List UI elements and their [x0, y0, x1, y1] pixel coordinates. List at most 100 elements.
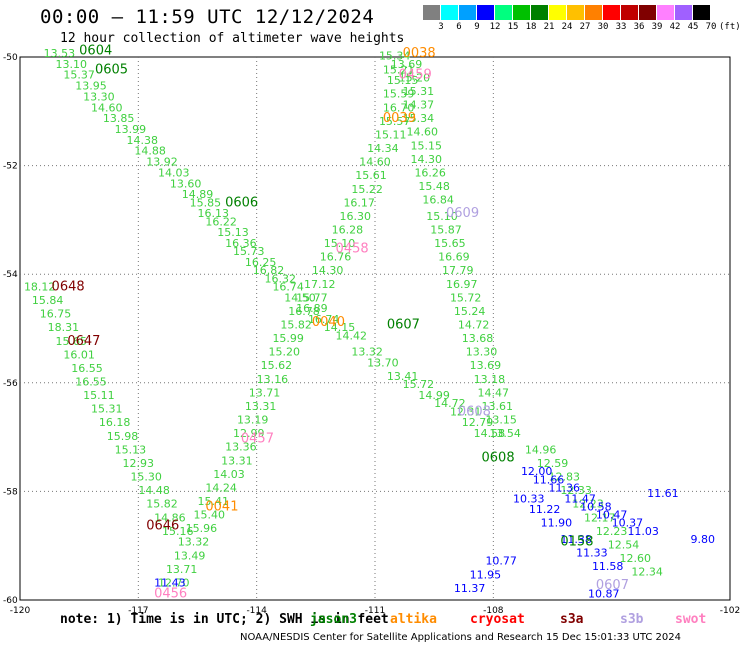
colorbar-label: 15: [507, 22, 519, 32]
wave-height-value: 13.41: [387, 370, 419, 383]
track-time-label: 0606: [225, 195, 258, 210]
wave-height-value: 16.89: [296, 302, 328, 315]
wave-height-value: 18.31: [48, 321, 80, 334]
wave-height-value: 13.18: [474, 373, 506, 386]
colorbar-cell: [693, 5, 711, 20]
wave-height-value: 11.22: [529, 503, 561, 516]
x-tick-label: -120: [10, 606, 31, 616]
wave-height-value: 9.80: [691, 533, 716, 546]
wave-height-value: 12.79: [462, 416, 494, 429]
wave-height-value: 16.82: [253, 264, 285, 277]
track-time-label: 0608: [482, 451, 515, 466]
wave-height-value: 11.95: [470, 568, 502, 581]
wave-height-value: 15.13: [217, 226, 249, 239]
wave-height-value: 15.98: [107, 430, 138, 443]
x-tick-label: -102: [720, 606, 740, 616]
wave-height-value: 13.70: [367, 357, 399, 370]
track-time-label: 0457: [241, 432, 274, 447]
wave-height-value: 15.72: [450, 291, 482, 304]
wave-height-value: 14.30: [312, 264, 344, 277]
wave-height-value: 11.90: [541, 517, 573, 530]
wave-height-value: 16.01: [63, 348, 94, 361]
wave-height-value: 15.20: [399, 71, 431, 84]
track-time-label: 0039: [383, 111, 416, 126]
wave-height-value: 15.11: [375, 128, 407, 141]
wave-height-value: 14.72: [434, 397, 466, 410]
wave-height-value: 15.20: [269, 346, 301, 359]
colorbar-label: 70: [705, 22, 717, 32]
colorbar-label: 45: [687, 22, 699, 32]
track-time-label: 0458: [336, 241, 369, 256]
wave-height-value: 13.30: [466, 346, 498, 359]
y-tick-label: -56: [3, 379, 18, 389]
wave-height-value: 15.21: [383, 63, 415, 76]
wave-height-value: 15.16: [162, 525, 194, 538]
wave-height-value: 16.30: [340, 210, 372, 223]
wave-height-value: 15.41: [198, 495, 230, 508]
track-time-label: 0646: [146, 518, 179, 533]
wave-height-value: 14.38: [127, 134, 159, 147]
colorbar-cell: [585, 5, 603, 20]
colorbar-cell: [675, 5, 693, 20]
wave-height-value: 16.32: [265, 272, 297, 285]
wave-height-value: 16.69: [438, 251, 470, 264]
colorbar-label: 30: [597, 22, 609, 32]
wave-height-value: 15.11: [83, 389, 115, 402]
colorbar-cell: [567, 5, 585, 20]
satellite-legend-jason3: jason3: [310, 612, 357, 627]
wave-height-value: 16.84: [422, 194, 454, 207]
wave-height-value: 13.19: [237, 414, 269, 427]
wave-height-value: 12.93: [123, 457, 155, 470]
wave-height-value: 14.24: [205, 481, 237, 494]
wave-height-value: 12.23: [596, 525, 628, 538]
wave-height-value: 13.31: [221, 454, 253, 467]
wave-height-value: 15.34: [403, 112, 435, 125]
wave-height-value: 15.48: [418, 180, 450, 193]
wave-height-value: 12.34: [631, 566, 663, 579]
satellite-legend-swot: swot: [675, 612, 707, 627]
track-time-label: 0605: [95, 62, 128, 77]
wave-height-value: 15.61: [355, 169, 387, 182]
wave-height-value: 12.31: [450, 405, 482, 418]
wave-height-value: 14.48: [138, 484, 170, 497]
wave-height-value: 11.03: [627, 525, 659, 538]
wave-height-value: 11.33: [576, 547, 608, 560]
colorbar-cell: [423, 5, 441, 20]
wave-height-value: 13.15: [485, 414, 517, 427]
wave-height-value: 13.32: [351, 346, 383, 359]
footer-note: note: 1) Time is in UTC; 2) SWH is in fe…: [60, 612, 389, 627]
wave-height-value: 12.59: [537, 457, 569, 470]
wave-height-value: 12.33: [560, 484, 592, 497]
footer-credit: NOAA/NESDIS Center for Satellite Applica…: [240, 632, 682, 643]
wave-height-value: 12.17: [584, 511, 616, 524]
wave-height-value: 14.89: [182, 188, 214, 201]
wave-height-value: 14.30: [411, 153, 443, 166]
wave-height-value: 14.72: [458, 319, 490, 332]
wave-height-value: 15.40: [194, 509, 226, 522]
wave-height-value: 12.54: [608, 538, 640, 551]
y-tick-label: -60: [3, 596, 18, 606]
wave-height-value: 13.54: [489, 427, 521, 440]
wave-height-value: 14.99: [418, 389, 450, 402]
wave-height-value: 13.95: [75, 80, 107, 93]
colorbar-label: 9: [474, 22, 480, 32]
colorbar-label: 33: [615, 22, 627, 32]
wave-height-value: 10.87: [588, 587, 620, 600]
wave-height-value: 13.30: [83, 90, 115, 103]
colorbar-cell: [621, 5, 639, 20]
wave-height-value: 15.31: [403, 85, 435, 98]
wave-height-value: 14.42: [336, 329, 368, 342]
wave-height-value: 15.84: [32, 294, 64, 307]
wave-height-value: 13.49: [174, 549, 206, 562]
wave-height-value: 16.26: [414, 166, 446, 179]
wave-height-value: 13.68: [462, 332, 494, 345]
wave-height-value: 10.37: [612, 517, 644, 530]
colorbar-cell: [459, 5, 477, 20]
track-time-label: 0040: [312, 315, 345, 330]
wave-height-value: 13.71: [166, 563, 198, 576]
wave-height-value: 16.55: [75, 376, 107, 389]
wave-height-value: 14.96: [525, 443, 557, 456]
x-tick-label: -117: [128, 606, 148, 616]
colorbar-label: (ft): [719, 22, 740, 32]
wave-height-value: 11.58: [592, 560, 624, 573]
